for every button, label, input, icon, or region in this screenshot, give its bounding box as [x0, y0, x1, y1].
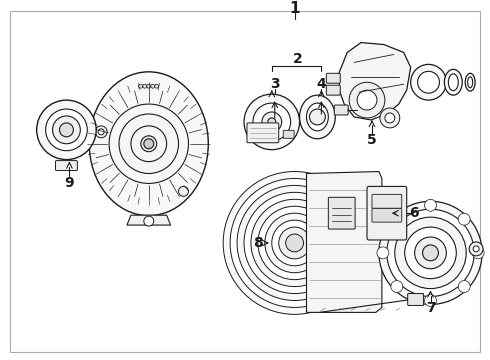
FancyBboxPatch shape — [326, 85, 340, 95]
Circle shape — [424, 199, 437, 211]
Text: 5: 5 — [367, 133, 377, 147]
Circle shape — [37, 100, 96, 159]
Circle shape — [391, 280, 403, 292]
FancyBboxPatch shape — [326, 73, 340, 83]
Circle shape — [52, 116, 80, 144]
Circle shape — [262, 112, 282, 132]
Circle shape — [64, 163, 70, 168]
Text: 8: 8 — [253, 236, 263, 250]
Circle shape — [268, 118, 276, 126]
Circle shape — [279, 227, 311, 259]
Circle shape — [141, 136, 157, 152]
Circle shape — [385, 113, 395, 123]
Circle shape — [391, 213, 403, 225]
Circle shape — [310, 109, 325, 125]
Circle shape — [119, 114, 178, 174]
Circle shape — [147, 84, 151, 88]
Circle shape — [109, 104, 189, 184]
Ellipse shape — [448, 74, 458, 91]
Ellipse shape — [467, 77, 473, 88]
Text: 3: 3 — [270, 77, 280, 91]
Circle shape — [244, 94, 299, 150]
Circle shape — [251, 199, 338, 287]
Circle shape — [357, 90, 377, 110]
Circle shape — [458, 213, 470, 225]
Text: 7: 7 — [426, 301, 435, 315]
Ellipse shape — [307, 103, 328, 131]
Circle shape — [379, 201, 482, 305]
Circle shape — [244, 192, 345, 293]
Circle shape — [424, 294, 437, 306]
Circle shape — [422, 245, 439, 261]
Circle shape — [253, 103, 291, 141]
Circle shape — [411, 64, 446, 100]
Circle shape — [258, 206, 331, 280]
Circle shape — [237, 185, 352, 301]
Circle shape — [377, 247, 389, 259]
Circle shape — [59, 123, 74, 137]
Text: 4: 4 — [317, 77, 326, 91]
Circle shape — [415, 237, 446, 269]
Circle shape — [472, 247, 484, 259]
FancyBboxPatch shape — [55, 161, 77, 171]
Text: 2: 2 — [293, 53, 302, 67]
Text: 1: 1 — [290, 1, 300, 16]
Ellipse shape — [444, 69, 462, 95]
Circle shape — [380, 108, 400, 128]
Circle shape — [395, 217, 466, 289]
FancyBboxPatch shape — [247, 123, 279, 143]
Text: 9: 9 — [65, 176, 74, 190]
FancyBboxPatch shape — [328, 197, 355, 229]
FancyBboxPatch shape — [334, 105, 348, 115]
Circle shape — [178, 186, 189, 196]
Circle shape — [417, 71, 440, 93]
Circle shape — [144, 139, 154, 149]
FancyBboxPatch shape — [408, 293, 423, 305]
FancyBboxPatch shape — [372, 194, 402, 208]
FancyBboxPatch shape — [367, 186, 407, 240]
Circle shape — [95, 126, 107, 138]
Circle shape — [458, 280, 470, 292]
Circle shape — [473, 246, 479, 252]
Polygon shape — [307, 171, 382, 312]
Circle shape — [286, 234, 303, 252]
Circle shape — [151, 84, 155, 88]
Circle shape — [143, 84, 147, 88]
FancyBboxPatch shape — [372, 208, 402, 222]
Circle shape — [139, 84, 143, 88]
Circle shape — [155, 84, 159, 88]
Circle shape — [272, 220, 318, 266]
Circle shape — [265, 213, 324, 273]
Circle shape — [98, 129, 104, 135]
Circle shape — [405, 227, 456, 279]
Circle shape — [387, 209, 474, 297]
Circle shape — [349, 82, 385, 118]
Circle shape — [46, 109, 87, 151]
Circle shape — [131, 126, 167, 162]
Ellipse shape — [465, 73, 475, 91]
Polygon shape — [339, 42, 411, 120]
Circle shape — [469, 242, 483, 256]
FancyBboxPatch shape — [283, 130, 294, 138]
Circle shape — [144, 216, 154, 226]
Circle shape — [230, 179, 359, 307]
Circle shape — [223, 171, 366, 314]
Text: 6: 6 — [409, 206, 418, 220]
Polygon shape — [127, 215, 171, 225]
Ellipse shape — [89, 72, 208, 216]
Ellipse shape — [299, 95, 335, 139]
